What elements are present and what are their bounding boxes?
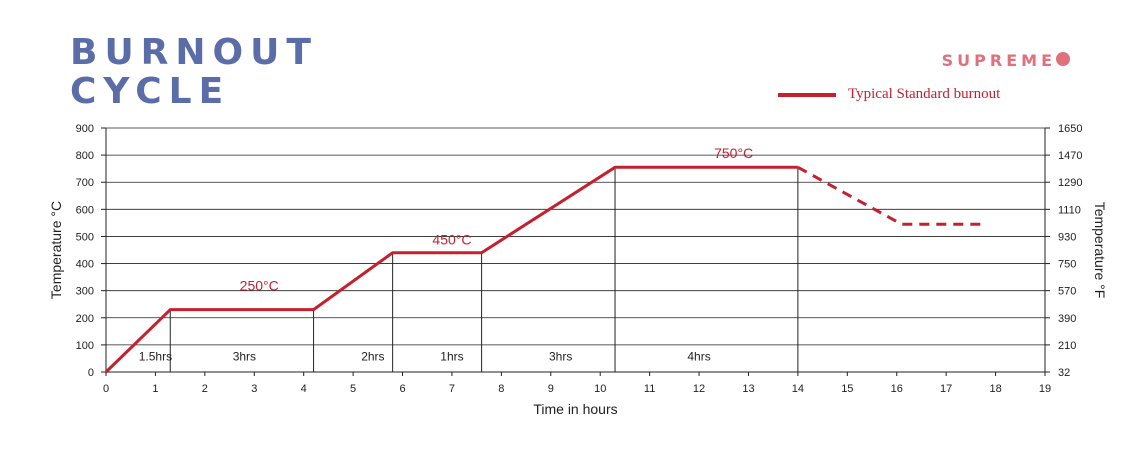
brand-dot-icon [1056, 52, 1070, 66]
phase-label: 3hrs [233, 349, 256, 363]
y-tick-label-right: 1290 [1058, 177, 1082, 189]
y-tick-label-right: 210 [1058, 340, 1076, 352]
phase-label: 1.5hrs [139, 349, 172, 363]
phase-label: 4hrs [687, 349, 710, 363]
x-tick-label: 6 [399, 383, 405, 395]
y-tick-label-right: 32 [1058, 367, 1070, 379]
x-tick-label: 2 [202, 383, 208, 395]
x-tick-label: 1 [152, 383, 158, 395]
x-tick-label: 5 [350, 383, 356, 395]
y-tick-label-left: 200 [76, 313, 94, 325]
y-tick-label-right: 930 [1058, 231, 1076, 243]
page-title: BURNOUT CYCLE [70, 33, 318, 111]
y-tick-label-left: 100 [76, 340, 94, 352]
x-tick-label: 8 [498, 383, 504, 395]
y-tick-label-left: 300 [76, 286, 94, 298]
x-tick-label: 0 [103, 383, 109, 395]
legend-label: Typical Standard burnout [848, 86, 1001, 102]
y-tick-label-left: 700 [76, 177, 94, 189]
legend-line-swatch [778, 92, 836, 97]
y-tick-label-right: 1650 [1058, 123, 1082, 135]
x-tick-label: 3 [251, 383, 257, 395]
y-tick-label-left: 0 [88, 367, 94, 379]
y-tick-label-right: 750 [1058, 259, 1076, 271]
x-tick-label: 4 [301, 383, 307, 395]
title-line-1: BURNOUT [70, 32, 318, 73]
y-tick-label-left: 800 [76, 150, 94, 162]
x-tick-label: 15 [841, 383, 853, 395]
brand-label: SUPREME [941, 51, 1056, 70]
title-line-2: CYCLE [70, 71, 231, 112]
x-tick-label: 14 [792, 383, 804, 395]
x-tick-label: 16 [891, 383, 903, 395]
phase-label: 1hrs [440, 349, 463, 363]
temperature-annotation: 250°C [240, 278, 279, 294]
x-tick-label: 9 [548, 383, 554, 395]
x-tick-label: 19 [1039, 383, 1051, 395]
x-tick-label: 10 [594, 383, 606, 395]
x-axis-title: Time in hours [533, 401, 617, 417]
y-tick-label-left: 500 [76, 231, 94, 243]
y-axis-title-right: Temperature °F [1092, 202, 1108, 299]
chart-legend: Typical Standard burnout [778, 86, 1000, 103]
temperature-annotation: 750°C [714, 145, 753, 161]
y-tick-label-right: 570 [1058, 286, 1076, 298]
temperature-annotation: 450°C [432, 232, 471, 248]
phase-label: 2hrs [361, 349, 384, 363]
x-tick-label: 17 [940, 383, 952, 395]
y-tick-label-left: 400 [76, 259, 94, 271]
series-line-dashed [797, 165, 981, 226]
series-line-standard [104, 165, 798, 374]
x-tick-label: 12 [693, 383, 705, 395]
y-tick-label-right: 1110 [1058, 204, 1081, 216]
x-tick-label: 13 [742, 383, 754, 395]
x-tick-label: 18 [989, 383, 1001, 395]
y-tick-label-right: 390 [1058, 313, 1076, 325]
y-tick-label-right: 1470 [1058, 150, 1082, 162]
phase-label: 3hrs [549, 349, 572, 363]
x-tick-label: 11 [644, 383, 655, 395]
x-tick-label: 7 [449, 383, 455, 395]
y-tick-label-left: 900 [76, 123, 94, 135]
y-tick-label-left: 600 [76, 204, 94, 216]
y-axis-title-left: Temperature °C [48, 201, 64, 299]
